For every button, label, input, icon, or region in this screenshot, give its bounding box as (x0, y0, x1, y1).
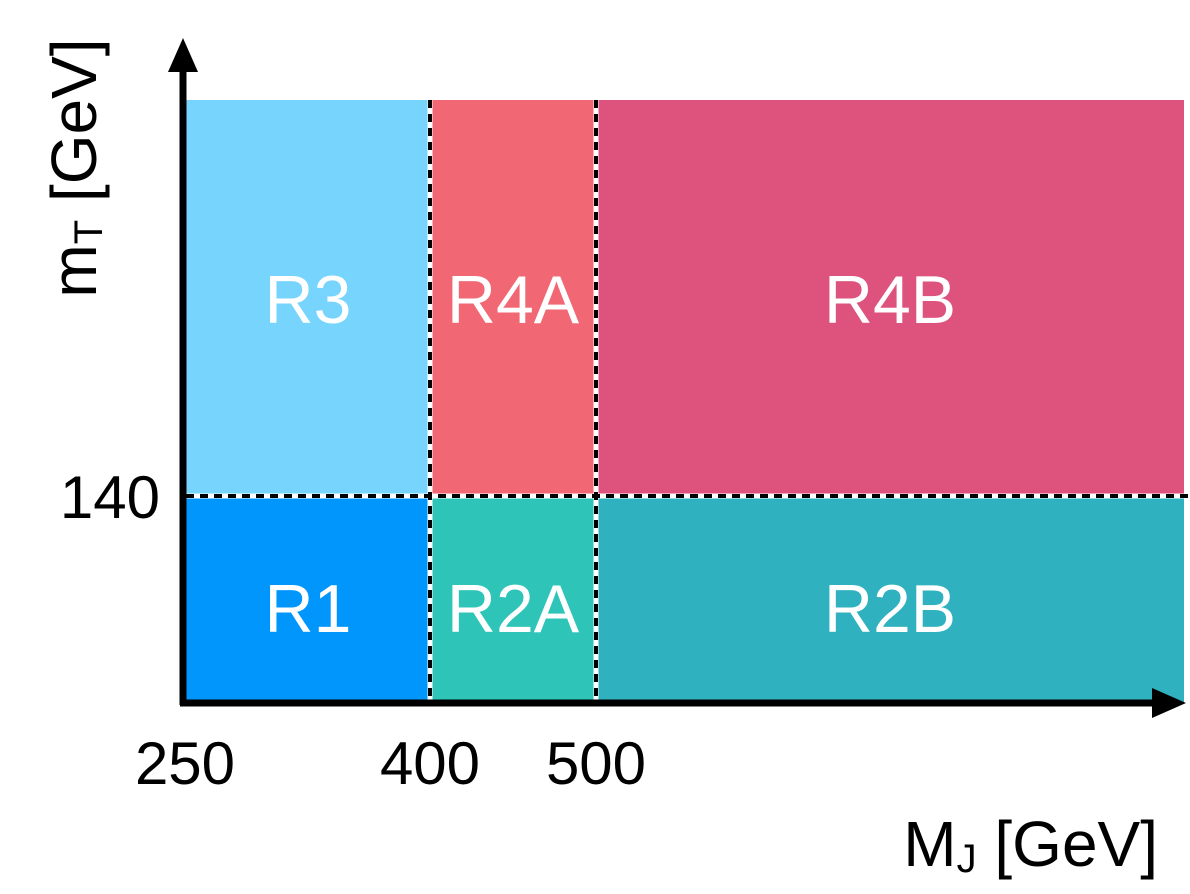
region-r2a (430, 496, 596, 702)
x-axis-title: MJ [GeV] (903, 808, 1158, 881)
region-r4b (596, 100, 1184, 496)
region-r3 (186, 100, 430, 496)
y-tick-140: 140 (60, 464, 160, 531)
axes (168, 38, 1186, 718)
region-r4a (430, 100, 596, 496)
region-r2b (596, 496, 1184, 702)
region-label-r2b: R2B (824, 571, 956, 647)
region-label-r2a: R2A (447, 571, 580, 647)
region-label-r4b: R4B (824, 262, 956, 338)
dividers (186, 100, 1188, 702)
region-label-r1: R1 (265, 571, 352, 647)
x-tick-250: 250 (135, 730, 235, 797)
region-r1 (186, 496, 430, 702)
x-tick-500: 500 (546, 730, 646, 797)
y-axis-title: mT [GeV] (38, 38, 111, 297)
y-axis-arrow (168, 38, 198, 72)
region-label-r3: R3 (265, 262, 352, 338)
x-axis-arrow (1152, 688, 1186, 718)
region-label-r4a: R4A (447, 262, 580, 338)
x-tick-400: 400 (380, 730, 480, 797)
